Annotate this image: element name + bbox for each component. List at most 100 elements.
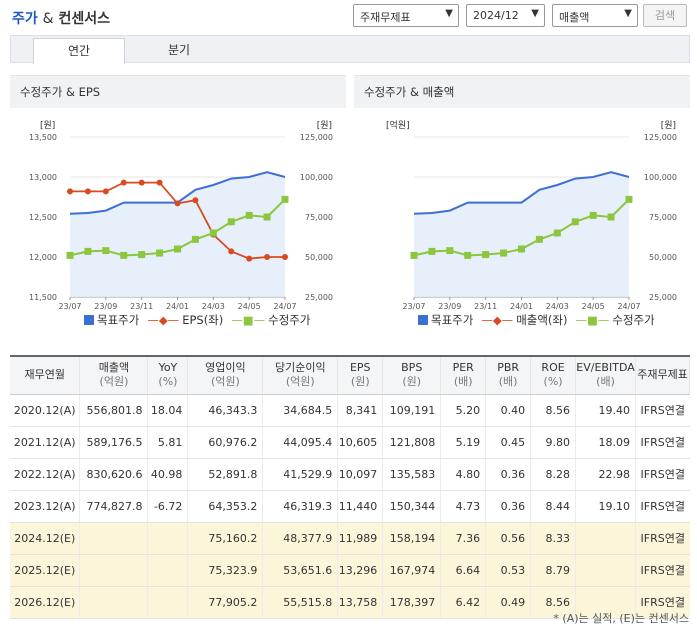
table-cell: 5.19 — [440, 426, 487, 459]
column-header-label: EV/EBITDA — [576, 361, 635, 375]
table-cell: 167,974 — [382, 554, 442, 587]
table-cell: 0.45 — [485, 426, 532, 459]
table-row: 2021.12(A) 589,176.5 5.81 60,976.2 44,095.4 1… — [10, 426, 690, 459]
left-chart-legend: 목표주가 —◆— EPS(좌) —■— 수정주가 — [84, 312, 310, 328]
x-tick-label: 24/05 — [582, 302, 605, 311]
table-cell: 2026.12(E) — [10, 586, 81, 619]
table-cell: 774,827.8 — [79, 490, 149, 523]
table-cell: 0.40 — [485, 394, 532, 427]
table-cell: 13,296 — [337, 554, 384, 587]
table-cell: 9.80 — [530, 426, 577, 459]
column-header: PER (배) — [440, 355, 487, 395]
price-point — [464, 251, 472, 259]
legend-target[interactable]: 목표주가 — [418, 312, 473, 328]
table-cell: 2021.12(A) — [10, 426, 81, 459]
price-point — [66, 251, 74, 259]
legend-eps[interactable]: —◆— EPS(좌) — [147, 313, 224, 327]
legend-swatch — [84, 315, 94, 325]
price-point — [263, 213, 271, 221]
table-cell — [79, 522, 149, 555]
x-tick-label: 24/03 — [202, 302, 225, 311]
table-cell: 64,353.2 — [187, 490, 264, 523]
column-header-label: YoY — [158, 361, 178, 375]
period-tabs: 연간 분기 — [10, 35, 690, 64]
eps-point — [120, 179, 127, 186]
metric-select[interactable]: 매출액 ▼ — [552, 4, 638, 27]
x-tick-label: 24/07 — [617, 302, 640, 311]
chart-panel-right-title: 수정주가 & 매출액 — [354, 75, 690, 108]
table-row: 2024.12(E) 75,160.2 48,377.9 11,989 158,194 7… — [10, 522, 690, 555]
period-select[interactable]: 2024/12 ▼ — [466, 4, 545, 27]
price-point — [281, 195, 289, 203]
x-tick-label: 24/01 — [510, 302, 533, 311]
table-cell: 135,583 — [382, 458, 442, 491]
eps-point — [138, 179, 145, 186]
legend-price[interactable]: —■— 수정주가 — [231, 313, 311, 327]
y-tick-label: 125,000 — [300, 133, 333, 142]
financial-statement-select[interactable]: 주재무제표 ▼ — [353, 4, 459, 27]
column-header-label: 매출액 — [98, 361, 130, 375]
tab-annual[interactable]: 연간 — [33, 38, 125, 64]
right-chart-legend: 목표주가 —◆— 매출액(좌) —■— 수정주가 — [418, 312, 655, 328]
table-row: 2020.12(A) 556,801.8 18.04 46,343.3 34,684.5… — [10, 394, 690, 427]
target-price-line — [413, 171, 630, 215]
y-tick-label: 50,000 — [305, 253, 333, 262]
legend-price[interactable]: —■— 수정주가 — [575, 313, 655, 327]
column-header-unit: (%) — [543, 375, 563, 389]
table-cell: 77,905.2 — [187, 586, 264, 619]
price-point — [625, 195, 633, 203]
table-cell: 4.73 — [440, 490, 487, 523]
column-header: EPS (원) — [337, 355, 384, 395]
y-tick-label: 12,000 — [29, 253, 57, 262]
y-tick-label: 25,000 — [305, 293, 333, 302]
table-cell: 11,440 — [337, 490, 384, 523]
table-cell: 556,801.8 — [79, 394, 149, 427]
table-cell: 46,343.3 — [187, 394, 264, 427]
price-point — [607, 213, 615, 221]
price-point — [84, 247, 92, 255]
chart-panel-left-title: 수정주가 & EPS — [10, 75, 346, 108]
y-tick-label: 100,000 — [644, 173, 677, 182]
x-tick-label: 24/01 — [166, 302, 189, 311]
right-axis-unit: [원] — [317, 120, 332, 131]
table-row: 2025.12(E) 75,323.9 53,651.6 13,296 167,974 6… — [10, 554, 690, 587]
column-header-label: 재무연월 — [24, 368, 65, 382]
page-title: 주가 & 컨센서스 — [12, 11, 110, 27]
y-tick-label: 75,000 — [649, 213, 677, 222]
legend-sales[interactable]: —◆— 매출액(좌) — [481, 313, 568, 327]
tab-quarterly[interactable]: 분기 — [167, 43, 191, 57]
price-point — [156, 249, 164, 257]
table-cell: 5.20 — [440, 394, 487, 427]
table-cell: 22.98 — [575, 458, 637, 491]
column-header: 영업이익 (억원) — [187, 355, 264, 395]
eps-point — [282, 254, 288, 260]
right-axis-unit: [원] — [661, 120, 676, 131]
table-cell: 19.10 — [575, 490, 637, 523]
search-button[interactable]: 검색 — [643, 4, 687, 27]
y-tick-label: 75,000 — [305, 213, 333, 222]
legend-target[interactable]: 목표주가 — [84, 312, 139, 328]
column-header: 매출액 (억원) — [79, 355, 149, 395]
column-header-unit: (억원) — [210, 375, 240, 389]
y-tick-label: 25,000 — [649, 293, 677, 302]
table-cell: 18.09 — [575, 426, 637, 459]
table-cell: 0.53 — [485, 554, 532, 587]
column-header-unit: (배) — [498, 375, 518, 389]
chevron-down-icon: ▼ — [531, 8, 539, 19]
column-header: ROE (%) — [530, 355, 577, 395]
line-marker-icon: —◆— — [147, 313, 180, 327]
price-point — [446, 247, 454, 255]
y-tick-label: 13,500 — [29, 133, 57, 142]
price-point — [428, 247, 436, 255]
y-tick-label: 100,000 — [300, 173, 333, 182]
column-header: PBR (배) — [485, 355, 532, 395]
eps-point — [84, 188, 91, 195]
column-header-unit: (원) — [402, 375, 422, 389]
x-tick-label: 23/07 — [402, 302, 425, 311]
table-cell — [575, 554, 637, 587]
table-cell: 40.98 — [147, 458, 189, 491]
table-row: 2023.12(A) 774,827.8 -6.72 64,353.2 46,319.3… — [10, 490, 690, 523]
table-cell: 7.36 — [440, 522, 487, 555]
line-marker-icon: —◆— — [481, 313, 514, 327]
x-tick-label: 23/07 — [58, 302, 81, 311]
